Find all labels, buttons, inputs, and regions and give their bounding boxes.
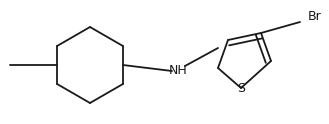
Text: S: S bbox=[237, 81, 245, 94]
Text: Br: Br bbox=[308, 11, 322, 24]
Text: NH: NH bbox=[169, 64, 188, 78]
